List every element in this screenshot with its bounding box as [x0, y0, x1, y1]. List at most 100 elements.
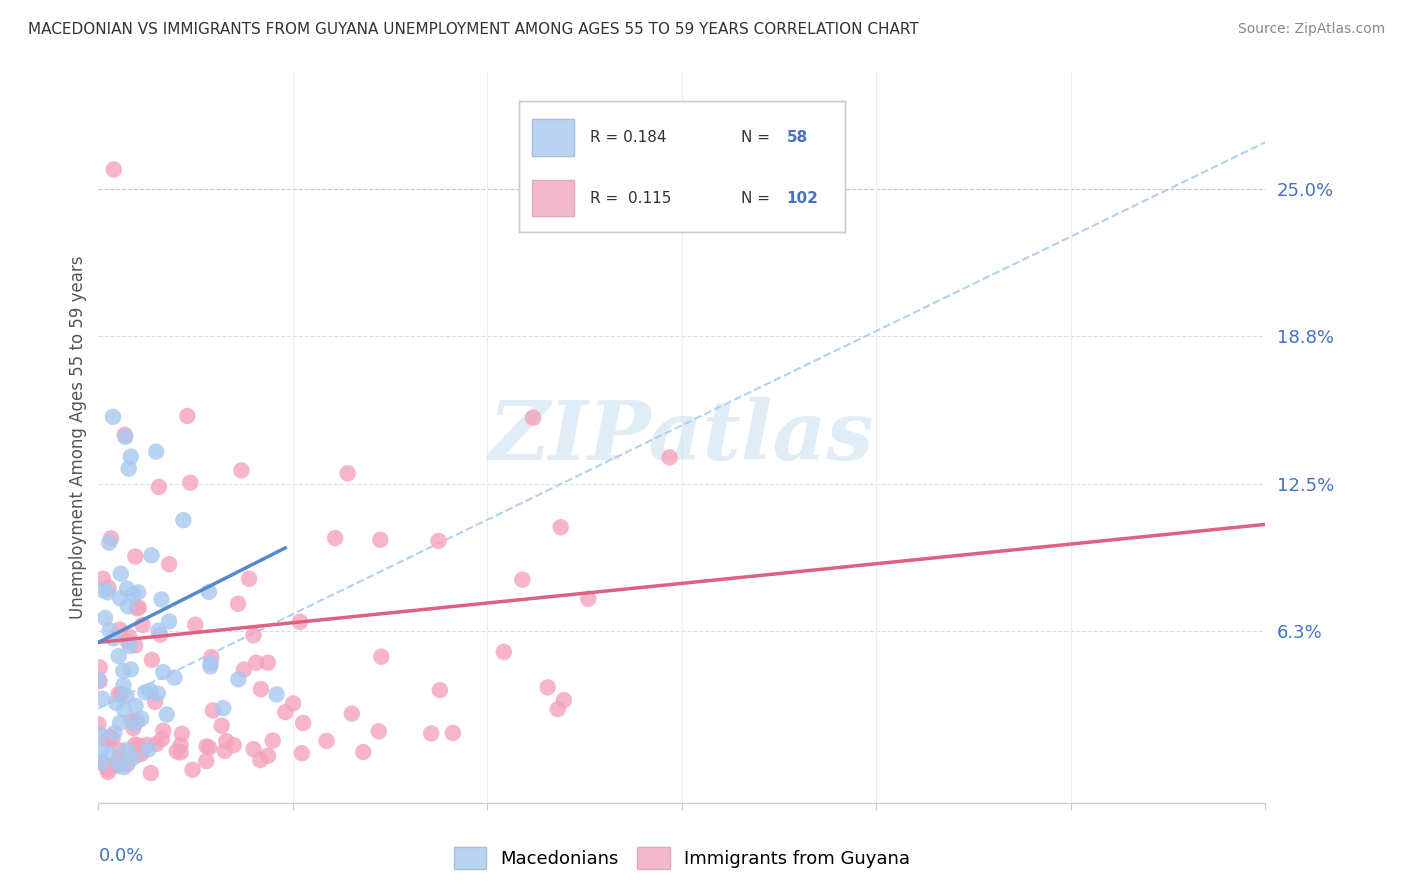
Point	[367, 724, 389, 739]
Point	[214, 744, 236, 758]
Point	[242, 742, 264, 756]
Point	[103, 632, 125, 646]
Point	[231, 463, 253, 477]
Point	[149, 627, 172, 641]
Point	[124, 717, 146, 731]
Point	[141, 549, 163, 563]
Point	[232, 663, 254, 677]
Point	[108, 591, 131, 606]
Point	[107, 753, 129, 767]
Point	[215, 734, 238, 748]
Point	[103, 726, 125, 740]
Point	[100, 747, 122, 762]
Point	[125, 748, 148, 763]
Point	[87, 673, 110, 687]
Point	[139, 766, 162, 780]
Y-axis label: Unemployment Among Ages 55 to 59 years: Unemployment Among Ages 55 to 59 years	[69, 255, 87, 619]
Point	[550, 520, 572, 534]
Point	[184, 617, 207, 632]
Point	[129, 747, 152, 761]
Point	[141, 653, 163, 667]
Point	[262, 733, 284, 747]
Point	[553, 693, 575, 707]
Point	[97, 581, 120, 595]
Point	[547, 702, 569, 716]
Point	[103, 162, 125, 177]
Point	[143, 695, 166, 709]
Point	[429, 683, 451, 698]
Point	[200, 657, 222, 671]
Point	[112, 664, 135, 678]
Point	[257, 748, 280, 763]
Point	[226, 597, 249, 611]
Point	[112, 703, 135, 717]
Point	[124, 698, 146, 713]
Point	[114, 427, 136, 442]
Point	[150, 592, 173, 607]
Text: ZIPatlas: ZIPatlas	[489, 397, 875, 477]
Point	[152, 665, 174, 679]
Point	[127, 739, 149, 753]
Point	[135, 738, 157, 752]
Point	[100, 531, 122, 545]
Point	[115, 689, 138, 703]
Point	[441, 726, 464, 740]
Point	[537, 681, 560, 695]
Point	[420, 726, 443, 740]
Point	[98, 624, 121, 638]
Point	[139, 683, 162, 698]
Point	[195, 754, 218, 768]
Point	[108, 758, 131, 772]
Point	[91, 756, 114, 771]
Point	[340, 706, 363, 721]
Point	[129, 712, 152, 726]
Point	[91, 572, 114, 586]
Point	[315, 734, 337, 748]
Text: MACEDONIAN VS IMMIGRANTS FROM GUYANA UNEMPLOYMENT AMONG AGES 55 TO 59 YEARS CORR: MACEDONIAN VS IMMIGRANTS FROM GUYANA UNE…	[28, 22, 920, 37]
Point	[114, 430, 136, 444]
Point	[522, 410, 544, 425]
Point	[91, 691, 114, 706]
Point	[172, 513, 194, 527]
Point	[176, 409, 198, 423]
Point	[94, 611, 117, 625]
Legend: Macedonians, Immigrants from Guyana: Macedonians, Immigrants from Guyana	[447, 839, 917, 876]
Point	[105, 756, 128, 770]
Point	[107, 687, 129, 701]
Point	[138, 742, 160, 756]
Point	[97, 585, 120, 599]
Point	[274, 705, 297, 719]
Point	[110, 566, 132, 581]
Point	[98, 535, 121, 549]
Point	[107, 648, 129, 663]
Point	[131, 618, 153, 632]
Point	[198, 585, 221, 599]
Point	[117, 757, 139, 772]
Point	[368, 533, 391, 547]
Point	[170, 727, 193, 741]
Point	[87, 717, 110, 731]
Point	[245, 656, 267, 670]
Point	[98, 730, 121, 744]
Point	[122, 721, 145, 735]
Point	[97, 762, 120, 776]
Point	[200, 659, 222, 673]
Point	[121, 714, 143, 728]
Point	[98, 759, 121, 773]
Point	[281, 697, 304, 711]
Point	[127, 585, 149, 599]
Point	[228, 672, 250, 686]
Point	[323, 531, 346, 545]
Point	[118, 630, 141, 644]
Point	[249, 753, 271, 767]
Point	[181, 763, 204, 777]
Point	[242, 628, 264, 642]
Point	[658, 450, 681, 465]
Text: 0.0%: 0.0%	[98, 847, 143, 864]
Point	[156, 707, 179, 722]
Point	[120, 450, 142, 464]
Point	[108, 623, 131, 637]
Point	[101, 409, 124, 424]
Point	[124, 549, 146, 564]
Point	[266, 687, 288, 701]
